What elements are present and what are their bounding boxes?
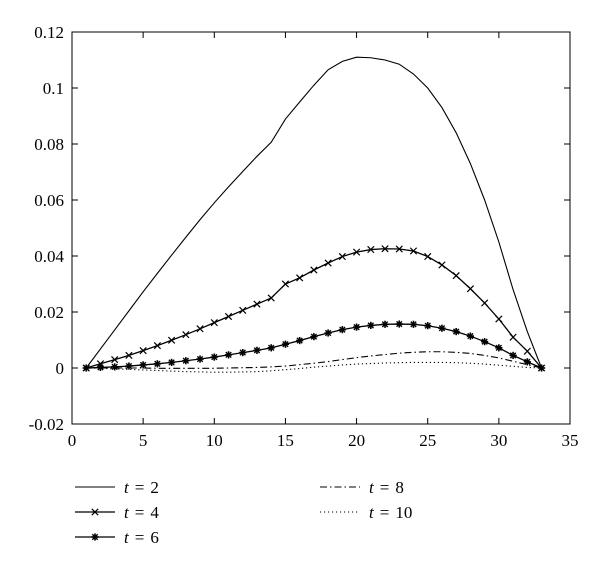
data-point-t-4	[139, 347, 147, 355]
data-point-t-4	[523, 347, 531, 355]
data-point-t-4	[424, 252, 432, 261]
data-point-t-6	[509, 351, 517, 359]
data-point-t-4	[495, 315, 503, 323]
data-point-t-4	[352, 248, 361, 256]
data-point-t-6	[424, 322, 432, 330]
legend-label: t = 4	[124, 503, 159, 522]
y-tick-label: 0.1	[43, 79, 64, 98]
data-point-t-6	[452, 328, 460, 336]
data-point-t-4	[210, 319, 218, 327]
data-point-t-6	[168, 358, 176, 366]
data-point-t-4	[452, 271, 460, 280]
data-point-t-4	[281, 280, 290, 288]
y-tick-label: 0.04	[34, 247, 64, 266]
data-point-t-6	[125, 362, 133, 370]
data-point-t-6	[210, 353, 218, 361]
data-point-t-6	[96, 363, 105, 372]
data-point-t-6	[381, 320, 389, 328]
data-point-t-4	[111, 355, 119, 364]
data-point-t-6	[239, 349, 247, 357]
x-tick-label: 0	[68, 431, 77, 450]
data-point-t-6	[481, 338, 489, 346]
data-point-t-6	[182, 357, 190, 365]
data-point-t-6	[438, 324, 446, 332]
data-point-t-6	[310, 333, 318, 341]
data-point-t-4	[481, 299, 489, 307]
data-point-t-4	[253, 300, 261, 308]
series-line-t-2	[85, 56, 543, 369]
legend-item-t-10: t = 10	[320, 503, 412, 522]
data-point-t-6	[281, 340, 290, 348]
data-point-t-4	[196, 325, 204, 333]
x-tick-label: 25	[419, 431, 436, 450]
data-point-t-6	[367, 321, 375, 330]
data-point-t-6	[296, 336, 304, 345]
data-point-t-4	[224, 312, 233, 321]
data-point-t-4	[395, 245, 403, 253]
data-point-t-4	[381, 245, 389, 253]
x-tick-label: 15	[277, 431, 294, 450]
y-tick-label: 0.06	[34, 191, 64, 210]
data-point-t-4	[153, 341, 161, 350]
y-tick-label: 0.02	[34, 303, 64, 322]
data-point-t-4	[167, 336, 176, 344]
data-point-t-4	[409, 247, 418, 255]
series-line-t-8	[86, 351, 542, 369]
data-point-t-6	[139, 361, 147, 369]
data-point-t-6	[395, 320, 403, 328]
data-point-t-6	[409, 320, 418, 328]
data-point-t-4	[296, 274, 304, 282]
x-tick-label: 35	[562, 431, 579, 450]
data-point-t-4	[324, 259, 332, 267]
data-point-t-6	[253, 346, 261, 354]
y-tick-label: 0.08	[34, 135, 64, 154]
data-point-t-4	[182, 331, 190, 339]
legend-label: t = 6	[124, 528, 159, 547]
x-tick-label: 30	[490, 431, 507, 450]
data-point-t-4	[438, 261, 446, 269]
data-point-t-4	[267, 294, 275, 302]
legend-item-t-2: t = 2	[75, 478, 159, 497]
axis-ticks: 0 5 10 15 20 25 30 35-0.0200.020.040.060.080.10…	[29, 23, 579, 450]
legend-item-t-6: t = 6	[75, 528, 159, 547]
data-point-t-4	[338, 252, 346, 261]
data-point-t-4	[125, 351, 133, 360]
legend: t = 2 t = 4 t = 6 t = 8 t = 10	[75, 478, 412, 547]
data-point-t-6	[267, 344, 275, 352]
y-tick-label: 0.12	[34, 23, 64, 42]
x-tick-label: 5	[139, 431, 148, 450]
legend-label: t = 8	[369, 478, 404, 497]
x-tick-label: 20	[348, 431, 365, 450]
data-point-t-6	[153, 360, 161, 368]
y-tick-label: -0.02	[29, 415, 64, 434]
data-point-t-6	[324, 329, 332, 337]
data-point-t-6	[338, 326, 346, 334]
series-layer	[82, 56, 546, 373]
plot-area	[71, 31, 571, 425]
data-point-t-6	[495, 344, 503, 352]
data-point-t-6	[224, 351, 233, 359]
data-point-t-6	[111, 363, 119, 371]
data-point-t-6	[523, 358, 531, 366]
y-tick-label: 0	[56, 359, 65, 378]
data-point-t-4	[466, 285, 475, 293]
legend-label: t = 10	[369, 503, 412, 522]
series-line-t-4	[86, 248, 543, 369]
data-point-t-4	[509, 333, 517, 341]
data-point-t-6	[466, 332, 474, 340]
legend-marker	[91, 533, 99, 541]
data-point-t-6	[537, 364, 546, 372]
legend-item-t-4: t = 4	[75, 503, 159, 522]
data-point-t-4	[239, 306, 247, 314]
legend-marker	[91, 508, 99, 516]
data-point-t-4	[310, 266, 318, 274]
data-point-t-4	[367, 245, 375, 254]
data-point-t-6	[196, 355, 204, 363]
legend-label: t = 2	[124, 478, 159, 497]
data-point-t-6	[352, 323, 361, 331]
legend-item-t-8: t = 8	[320, 478, 404, 497]
x-tick-label: 10	[206, 431, 223, 450]
